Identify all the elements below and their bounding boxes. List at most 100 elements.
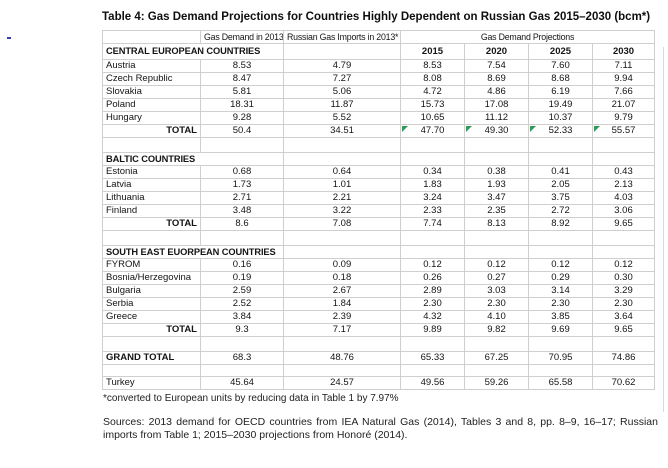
grand-total-value-cell: 74.86: [591, 351, 656, 365]
value-cell: 0.16: [200, 258, 284, 272]
value-cell: 0.38: [464, 165, 529, 179]
value-cell: 2.33: [400, 204, 465, 218]
value-cell: 2.21: [283, 191, 401, 205]
empty-cell: [283, 245, 401, 259]
empty-cell: [464, 230, 529, 246]
value-cell: 2.05: [528, 178, 593, 192]
empty-cell: [400, 230, 465, 246]
value-cell: 24.57: [283, 376, 401, 390]
country-row: Finland 3.48 3.22 2.33 2.35 2.72 3.06: [102, 204, 656, 218]
value-cell: 0.68: [200, 165, 284, 179]
country-cell: Poland: [102, 98, 201, 112]
country-cell: Latvia: [102, 178, 201, 192]
value-cell: 8.53: [200, 59, 284, 73]
country-row: FYROM 0.16 0.09 0.12 0.12 0.12 0.12: [102, 258, 656, 272]
empty-cell: [283, 137, 401, 153]
empty-cell: [464, 364, 529, 377]
empty-cell: [200, 230, 284, 246]
turkey-row: Turkey 45.64 24.57 49.56 59.26 65.58 70.62: [102, 376, 656, 390]
value-cell: 7.54: [464, 59, 529, 73]
value-cell: 5.81: [200, 85, 284, 99]
value-cell: 2.35: [464, 204, 529, 218]
value-cell: 2.67: [283, 284, 401, 298]
empty-cell: [102, 230, 201, 246]
empty-cell: [591, 336, 656, 352]
spacer-row: [102, 137, 656, 153]
value-cell: 0.27: [464, 271, 529, 285]
value-cell: 6.19: [528, 85, 593, 99]
value-cell: 2.13: [591, 178, 656, 192]
total-row: TOTAL 50.4 34.51 47.70 49.30 52.33 55.57: [102, 124, 656, 138]
country-cell: Bulgaria: [102, 284, 201, 298]
stray-bullet-mark: [7, 37, 11, 39]
country-row: Greece 3.84 2.39 4.32 4.10 3.85 3.64: [102, 310, 656, 324]
value-cell: 0.43: [591, 165, 656, 179]
year-header-cell: 2025: [528, 43, 593, 60]
value-cell: 11.12: [464, 111, 529, 125]
total-label-cell: TOTAL: [102, 217, 201, 231]
value-cell: 8.47: [200, 72, 284, 86]
value-cell: 0.41: [528, 165, 593, 179]
value-cell: 2.30: [400, 297, 465, 311]
value-cell: 0.64: [283, 165, 401, 179]
value-cell: 18.31: [200, 98, 284, 112]
grand-total-value-cell: 48.76: [283, 351, 401, 365]
empty-cell: [528, 137, 593, 153]
spacer-row: [102, 364, 656, 377]
value-cell: 4.72: [400, 85, 465, 99]
grand-total-label-cell: GRAND TOTAL: [102, 351, 201, 365]
empty-cell: [591, 137, 656, 153]
section-header-cell: SOUTH EAST EUORPEAN COUNTRIES: [102, 245, 284, 259]
section-header-cell: CENTRAL EUROPEAN COUNTRIES: [102, 43, 284, 60]
country-cell: Finland: [102, 204, 201, 218]
comment-flag-icon: [530, 126, 536, 132]
value-cell: 0.18: [283, 271, 401, 285]
empty-cell: [102, 364, 201, 377]
header-gas-demand-projections: Gas Demand Projections: [399, 30, 656, 44]
country-row: Austria 8.53 4.79 8.53 7.54 7.60 7.11: [102, 59, 656, 73]
total-label-cell: TOTAL: [102, 323, 201, 337]
value-cell: 0.19: [200, 271, 284, 285]
value-cell: 4.32: [400, 310, 465, 324]
value-cell: 10.37: [528, 111, 593, 125]
empty-cell: [528, 336, 593, 352]
country-row: Latvia 1.73 1.01 1.83 1.93 2.05 2.13: [102, 178, 656, 192]
total-label-cell: TOTAL: [102, 124, 201, 138]
value-cell: 3.03: [464, 284, 529, 298]
value-cell: 3.24: [400, 191, 465, 205]
grand-total-row: GRAND TOTAL 68.3 48.76 65.33 67.25 70.95 74.86: [102, 351, 656, 365]
value-cell: 2.89: [400, 284, 465, 298]
header-gas-demand-2013: Gas Demand in 2013: [200, 30, 284, 44]
total-value-cell: 34.51: [283, 124, 401, 138]
value-cell: 11.87: [283, 98, 401, 112]
empty-cell: [102, 336, 201, 352]
years-header-row: CENTRAL EUROPEAN COUNTRIES 2015 2020 2025 20…: [102, 43, 656, 60]
gas-demand-table: Gas Demand in 2013 Russian Gas Imports in…: [102, 30, 656, 390]
empty-cell: [283, 230, 401, 246]
value-cell: 0.12: [400, 258, 465, 272]
empty-cell: [283, 336, 401, 352]
empty-cell: [200, 364, 284, 377]
total-value-cell: 55.57: [591, 124, 656, 138]
spacer-row: [102, 336, 656, 352]
value-cell: 3.64: [591, 310, 656, 324]
country-row: Bosnia/Herzegovina 0.19 0.18 0.26 0.27 0.29 0.…: [102, 271, 656, 285]
total-value-cell: 9.65: [591, 323, 656, 337]
value-cell: 10.65: [400, 111, 465, 125]
country-row: Czech Republic 8.47 7.27 8.08 8.69 8.68 9.94: [102, 72, 656, 86]
year-header-cell: 2020: [464, 43, 529, 60]
country-cell: Hungary: [102, 111, 201, 125]
value-cell: 2.30: [464, 297, 529, 311]
corner-cell: [102, 30, 201, 44]
grand-total-value-cell: 70.95: [528, 351, 593, 365]
value-cell: 8.68: [528, 72, 593, 86]
value-cell: 9.79: [591, 111, 656, 125]
value-cell: 2.30: [591, 297, 656, 311]
value-cell: 1.01: [283, 178, 401, 192]
value-cell: 4.86: [464, 85, 529, 99]
value-cell: 9.28: [200, 111, 284, 125]
value-cell: 1.84: [283, 297, 401, 311]
empty-cell: [591, 230, 656, 246]
total-value-cell: 8.92: [528, 217, 593, 231]
value-cell: 8.53: [400, 59, 465, 73]
